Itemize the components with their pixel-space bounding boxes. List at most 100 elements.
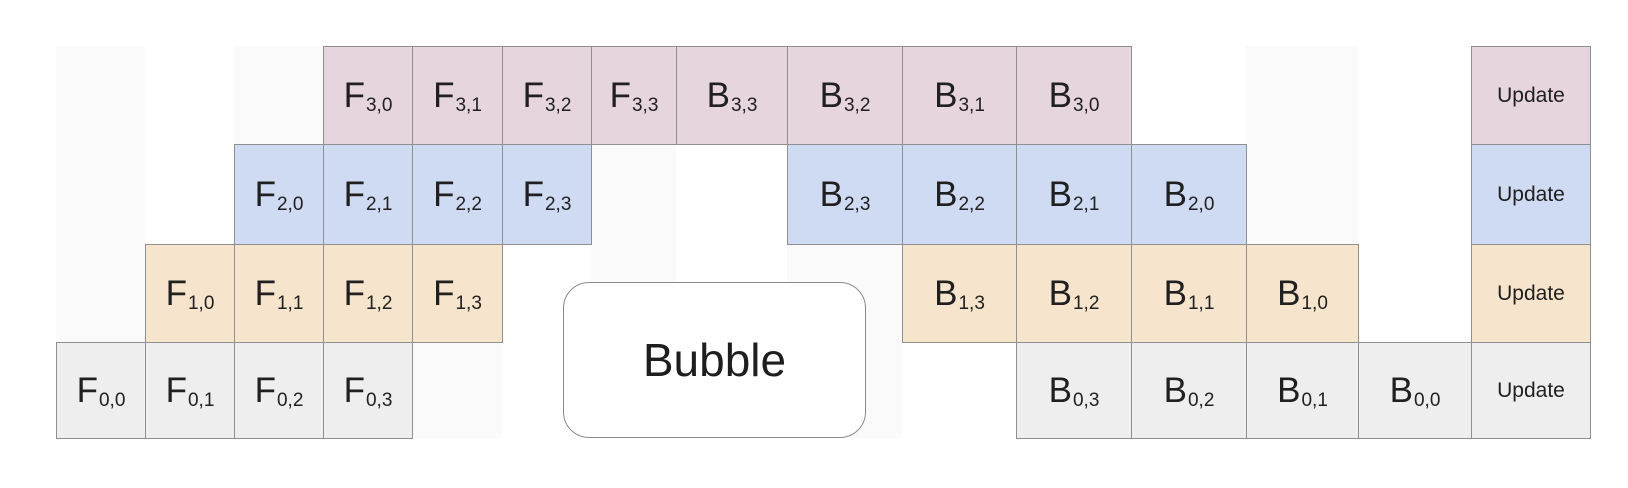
- cell-letter: F: [522, 76, 544, 115]
- update-cell-stage-3: Update: [1471, 46, 1591, 145]
- cell-subscript: 2,3: [843, 193, 871, 215]
- cell-subscript: 3,1: [455, 94, 482, 116]
- backward-cell-1-1: B 1,1: [1131, 244, 1247, 343]
- cell-letter: B: [934, 76, 958, 115]
- cell-subscript: 3,0: [1072, 94, 1100, 116]
- cell-subscript: 0,3: [365, 389, 393, 411]
- forward-cell-2-2: F 2,2: [412, 144, 503, 245]
- cell-subscript: 2,0: [1187, 193, 1215, 215]
- cell-subscript: 1,3: [455, 292, 482, 314]
- cell-letter: B: [1277, 371, 1301, 410]
- cell-letter: B: [706, 76, 730, 115]
- cell-letter: B: [1048, 76, 1072, 115]
- cell-letter: B: [1163, 371, 1187, 410]
- forward-cell-3-3: F 3,3: [591, 46, 677, 145]
- cell-subscript: 3,2: [843, 94, 871, 116]
- cell-subscript: 3,1: [958, 94, 985, 116]
- cell-letter: F: [76, 371, 98, 410]
- forward-cell-3-1: F 3,1: [412, 46, 503, 145]
- cell-subscript: 2,3: [544, 193, 572, 215]
- cell-letter: F: [433, 175, 455, 214]
- cell-subscript: 3,0: [365, 94, 393, 116]
- backward-cell-0-2: B 0,2: [1131, 342, 1247, 439]
- cell-letter: F: [343, 175, 365, 214]
- backward-cell-0-3: B 0,3: [1016, 342, 1132, 439]
- cell-subscript: 1,2: [1072, 292, 1100, 314]
- cell-letter: F: [165, 274, 187, 313]
- cell-subscript: 0,1: [187, 389, 215, 411]
- forward-cell-3-2: F 3,2: [502, 46, 592, 145]
- cell-letter: B: [934, 274, 958, 313]
- cell-subscript: 0,0: [98, 389, 126, 411]
- cell-letter: B: [1048, 371, 1072, 410]
- cell-subscript: 0,0: [1413, 389, 1441, 411]
- cell-subscript: 3,2: [544, 94, 572, 116]
- cell-letter: B: [819, 175, 843, 214]
- cell-letter: F: [433, 274, 455, 313]
- update-cell-stage-0: Update: [1471, 342, 1591, 439]
- cell-subscript: 3,3: [730, 94, 758, 116]
- cell-subscript: 1,0: [187, 292, 215, 314]
- update-label: Update: [1497, 83, 1565, 107]
- forward-cell-1-2: F 1,2: [323, 244, 413, 343]
- cell-subscript: 0,2: [276, 389, 304, 411]
- backward-cell-1-0: B 1,0: [1246, 244, 1359, 343]
- backward-cell-2-1: B 2,1: [1016, 144, 1132, 245]
- cell-letter: B: [819, 76, 843, 115]
- cell-subscript: 2,0: [276, 193, 304, 215]
- cell-letter: F: [522, 175, 544, 214]
- cell-subscript: 2,1: [365, 193, 393, 215]
- update-cell-stage-2: Update: [1471, 144, 1591, 245]
- cell-letter: F: [254, 371, 276, 410]
- cell-letter: B: [1048, 274, 1072, 313]
- forward-cell-0-1: F 0,1: [145, 342, 235, 439]
- cell-letter: F: [609, 76, 631, 115]
- forward-cell-2-0: F 2,0: [234, 144, 324, 245]
- update-label: Update: [1497, 182, 1565, 206]
- cell-subscript: 1,3: [958, 292, 985, 314]
- forward-cell-0-3: F 0,3: [323, 342, 413, 439]
- backward-cell-3-1: B 3,1: [902, 46, 1017, 145]
- cell-letter: F: [165, 371, 187, 410]
- cell-subscript: 2,2: [455, 193, 482, 215]
- cell-letter: F: [343, 371, 365, 410]
- cell-letter: F: [433, 76, 455, 115]
- forward-cell-3-0: F 3,0: [323, 46, 413, 145]
- cell-subscript: 2,2: [958, 193, 985, 215]
- backward-cell-0-0: B 0,0: [1358, 342, 1472, 439]
- backward-cell-3-2: B 3,2: [787, 46, 903, 145]
- backward-cell-3-3: B 3,3: [676, 46, 788, 145]
- forward-cell-2-1: F 2,1: [323, 144, 413, 245]
- update-label: Update: [1497, 378, 1565, 402]
- bubble-box: Bubble: [563, 282, 866, 438]
- backward-cell-0-1: B 0,1: [1246, 342, 1359, 439]
- cell-letter: B: [1048, 175, 1072, 214]
- forward-cell-2-3: F 2,3: [502, 144, 592, 245]
- forward-cell-0-2: F 0,2: [234, 342, 324, 439]
- forward-cell-1-0: F 1,0: [145, 244, 235, 343]
- backward-cell-1-3: B 1,3: [902, 244, 1017, 343]
- cell-subscript: 1,2: [365, 292, 393, 314]
- backward-cell-2-0: B 2,0: [1131, 144, 1247, 245]
- cell-letter: B: [1163, 274, 1187, 313]
- update-cell-stage-1: Update: [1471, 244, 1591, 343]
- forward-cell-1-3: F 1,3: [412, 244, 503, 343]
- cell-subscript: 0,1: [1301, 389, 1328, 411]
- forward-cell-0-0: F 0,0: [56, 342, 146, 439]
- cell-subscript: 1,1: [1187, 292, 1215, 314]
- backward-cell-2-3: B 2,3: [787, 144, 903, 245]
- cell-letter: B: [934, 175, 958, 214]
- cell-subscript: 2,1: [1072, 193, 1100, 215]
- cell-subscript: 3,3: [631, 94, 659, 116]
- update-label: Update: [1497, 281, 1565, 305]
- cell-letter: B: [1163, 175, 1187, 214]
- cell-subscript: 1,1: [276, 292, 304, 314]
- cell-subscript: 0,3: [1072, 389, 1100, 411]
- forward-cell-1-1: F 1,1: [234, 244, 324, 343]
- cell-subscript: 0,2: [1187, 389, 1215, 411]
- cell-subscript: 1,0: [1301, 292, 1328, 314]
- backward-cell-2-2: B 2,2: [902, 144, 1017, 245]
- cell-letter: F: [343, 76, 365, 115]
- cell-letter: F: [343, 274, 365, 313]
